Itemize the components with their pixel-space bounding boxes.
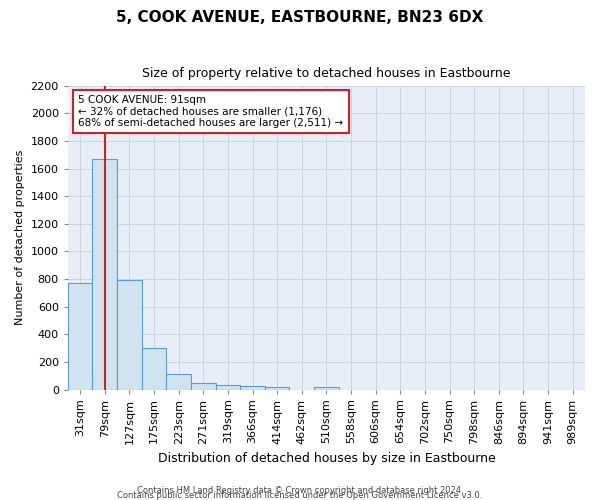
Bar [240,386,265,390]
Y-axis label: Number of detached properties: Number of detached properties [15,150,25,326]
Title: Size of property relative to detached houses in Eastbourne: Size of property relative to detached ho… [142,68,511,80]
Text: Contains HM Land Registry data © Crown copyright and database right 2024.: Contains HM Land Registry data © Crown c… [137,486,463,495]
Bar [314,387,339,390]
Text: 5, COOK AVENUE, EASTBOURNE, BN23 6DX: 5, COOK AVENUE, EASTBOURNE, BN23 6DX [116,10,484,25]
Bar [191,384,215,390]
Text: 5 COOK AVENUE: 91sqm
← 32% of detached houses are smaller (1,176)
68% of semi-de: 5 COOK AVENUE: 91sqm ← 32% of detached h… [78,95,343,128]
Bar [215,385,240,390]
X-axis label: Distribution of detached houses by size in Eastbourne: Distribution of detached houses by size … [158,452,495,465]
Bar [142,348,166,390]
Bar [68,283,92,390]
Bar [166,374,191,390]
Bar [92,159,117,390]
Bar [117,280,142,390]
Text: Contains public sector information licensed under the Open Government Licence v3: Contains public sector information licen… [118,491,482,500]
Bar [265,387,289,390]
